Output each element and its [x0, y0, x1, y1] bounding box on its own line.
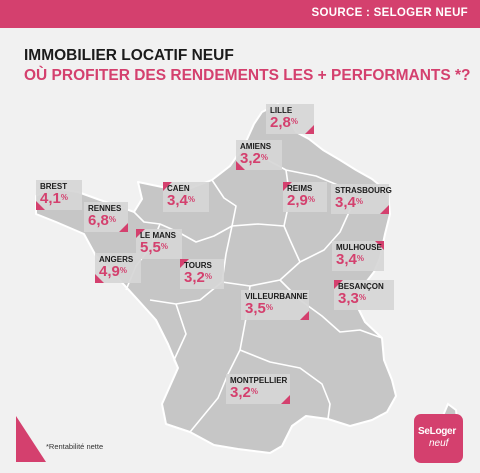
- city-name: AMIENS: [240, 142, 272, 151]
- corner-accent: [375, 241, 384, 250]
- city-card-reims: REIMS 2,9%: [283, 182, 327, 212]
- logo-line-2: neuf: [429, 438, 449, 449]
- corner-accent: [380, 205, 389, 214]
- city-yield: 3,4%: [167, 192, 195, 209]
- city-card-lille: LILLE 2,8%: [266, 104, 314, 134]
- corner-accent: [334, 280, 343, 289]
- city-name: LILLE: [270, 106, 293, 115]
- corner-accent: [305, 125, 314, 134]
- city-card-villeurbanne: VILLEURBANNE 3,5%: [241, 290, 309, 320]
- corner-accent: [236, 161, 245, 170]
- city-yield: 2,8%: [270, 114, 298, 131]
- city-yield: 3,5%: [245, 300, 273, 317]
- corner-accent: [136, 229, 145, 238]
- corner-accent: [95, 274, 104, 283]
- corner-accent: [119, 223, 128, 232]
- city-name: BREST: [40, 182, 68, 191]
- city-card-besancon: BESANÇON 3,3%: [334, 280, 394, 310]
- city-name: REIMS: [287, 184, 313, 193]
- city-card-tours: TOURS 3,2%: [180, 259, 224, 289]
- city-yield: 6,8%: [88, 212, 116, 229]
- city-name: VILLEURBANNE: [245, 292, 308, 301]
- city-card-angers: ANGERS 4,9%: [95, 253, 141, 283]
- city-yield: 3,4%: [335, 194, 363, 211]
- city-card-rennes: RENNES 6,8%: [84, 202, 128, 232]
- city-card-amiens: AMIENS 3,2%: [236, 140, 282, 170]
- city-card-strasbourg: STRASBOURG 3,4%: [331, 184, 392, 214]
- corner-accent: [281, 395, 290, 404]
- city-yield: 2,9%: [287, 192, 315, 209]
- city-name: CAEN: [167, 184, 190, 193]
- corner-accent: [283, 182, 292, 191]
- city-card-caen: CAEN 3,4%: [163, 182, 209, 212]
- city-yield: 3,2%: [230, 384, 258, 401]
- title-line-2: OÙ PROFITER DES RENDEMENTS LES + PERFORM…: [24, 67, 471, 84]
- city-yield: 4,1%: [40, 190, 68, 207]
- city-name: MONTPELLIER: [230, 376, 288, 385]
- corner-accent: [180, 259, 189, 268]
- city-name: ANGERS: [99, 255, 134, 264]
- city-name: TOURS: [184, 261, 212, 270]
- city-card-mulhouse: MULHOUSE 3,4%: [332, 241, 384, 271]
- title-line-1: IMMOBILIER LOCATIF NEUF: [24, 47, 234, 64]
- logo-line-1: SeLoger: [418, 426, 456, 437]
- city-yield: 3,2%: [184, 269, 212, 286]
- city-card-brest: BREST 4,1%: [36, 180, 82, 210]
- city-yield: 4,9%: [99, 263, 127, 280]
- city-card-le-mans: LE MANS 5,5%: [136, 229, 182, 259]
- footnote: *Rentabilité nette: [46, 442, 104, 451]
- city-name: RENNES: [88, 204, 122, 213]
- city-name: STRASBOURG: [335, 186, 392, 195]
- city-yield: 3,2%: [240, 150, 268, 167]
- corner-accent: [300, 311, 309, 320]
- city-yield: 3,4%: [336, 251, 364, 268]
- seloger-neuf-logo: SeLoger neuf: [414, 414, 463, 463]
- corner-accent: [163, 182, 172, 191]
- city-yield: 3,3%: [338, 290, 366, 307]
- top-banner: SOURCE : SELOGER NEUF: [0, 0, 480, 28]
- city-name: MULHOUSE: [336, 243, 382, 252]
- city-card-montpellier: MONTPELLIER 3,2%: [226, 374, 290, 404]
- city-name: LE MANS: [140, 231, 176, 240]
- city-yield: 5,5%: [140, 239, 168, 256]
- corner-accent: [36, 201, 45, 210]
- source-label: SOURCE : SELOGER NEUF: [311, 7, 468, 19]
- city-name: BESANÇON: [338, 282, 384, 291]
